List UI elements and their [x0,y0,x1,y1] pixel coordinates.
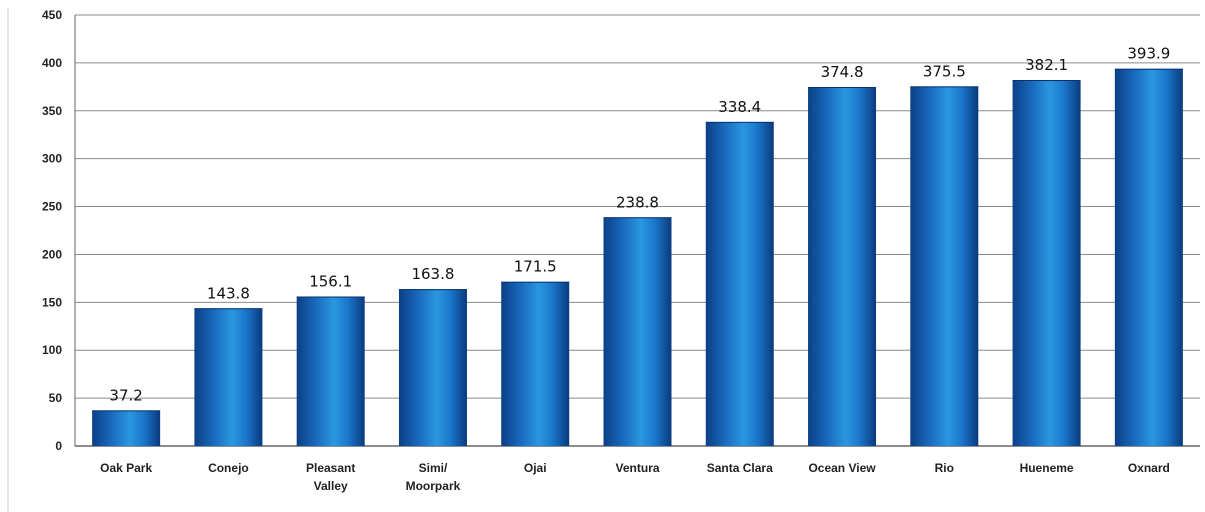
data-label: 374.8 [821,63,864,81]
bar [296,296,365,446]
y-tick-label: 300 [42,152,62,166]
y-tick-label: 400 [42,56,62,70]
data-label: 338.4 [718,98,761,116]
data-label: 238.8 [616,193,659,211]
x-tick-label: Oak Park [100,461,152,475]
y-tick-label: 250 [42,200,62,214]
x-tick-label: Ocean View [808,461,876,475]
y-tick-label: 200 [42,247,62,261]
x-tick-label: Pleasant [306,461,355,475]
data-label: 382.1 [1025,56,1068,74]
bar [910,86,979,447]
data-label: 163.8 [411,265,454,283]
y-tick-label: 150 [42,295,62,309]
x-axis-ticks: Oak Park Conejo Pleasant Valley Simi/Moorpar… [100,461,1170,493]
data-label: 171.5 [514,258,557,276]
x-tick-label: Ventura [615,461,659,475]
y-tick-label: 0 [55,439,62,453]
y-tick-label: 450 [42,8,62,22]
bar [398,289,467,446]
data-label: 375.5 [923,62,966,80]
bar [194,308,263,446]
x-tick-label: Santa Clara [707,461,773,475]
bar [808,87,877,446]
bar [92,410,161,446]
x-tick-label: Hueneme [1020,461,1074,475]
bar [501,281,570,446]
x-tick-label: Ojai [524,461,547,475]
y-axis-ticks: 0 50 100 150 200 250 300 350 400 450 [42,8,62,453]
x-tick-label: Oxnard [1128,461,1170,475]
y-tick-label: 50 [49,391,63,405]
data-labels: 37.2 143.8 156.1 163.8 171.5 238.8 338.4 374.8 3… [109,45,1170,405]
bar [603,217,672,446]
bars [92,68,1183,447]
x-tick-label: Valley [314,479,348,493]
bar [705,121,774,446]
y-tick-label: 350 [42,104,62,118]
x-tick-label: Simi/ [419,461,448,475]
bar [1012,80,1081,446]
x-tick-label: Rio [935,461,954,475]
data-label: 393.9 [1127,45,1170,63]
x-tick-label: Moorpark [406,479,461,493]
y-tick-label: 100 [42,343,62,357]
data-label: 37.2 [109,386,142,404]
x-tick-label: Conejo [208,461,249,475]
data-label: 156.1 [309,272,352,290]
bar [1114,68,1183,447]
data-label: 143.8 [207,284,250,302]
